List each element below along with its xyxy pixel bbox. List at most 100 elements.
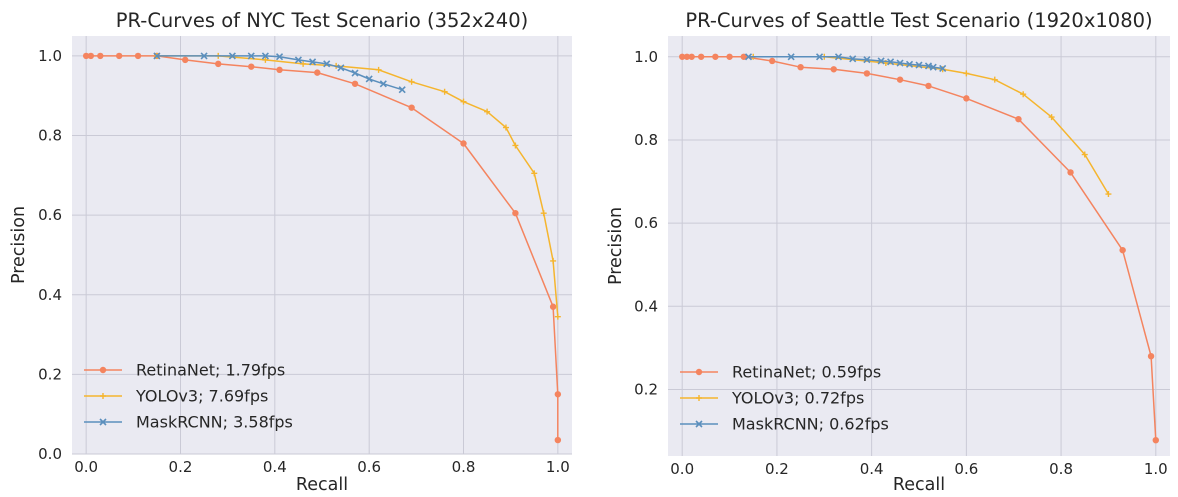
data-point: [153, 52, 161, 60]
data-point: [351, 80, 359, 87]
data-point: [215, 60, 222, 68]
data-point: [97, 52, 104, 60]
data-point: [679, 53, 686, 60]
legend-marker: [99, 366, 107, 374]
data-point: [276, 66, 283, 74]
legend-label: MaskRCNN; 0.62fps: [732, 415, 889, 434]
legend-label: RetinaNet; 1.79fps: [136, 361, 285, 380]
chart-panel-1: 0.0 0.2 0.4 0.6 0.8 1.0 0.0 0.2 0.4 0.6 0.8 1.0 PR-C…: [9, 9, 572, 495]
series-line: [753, 56, 1110, 195]
data-point: [512, 209, 519, 217]
data-point: [697, 53, 705, 60]
data-point: [379, 80, 387, 88]
series-line: [156, 55, 403, 91]
data-point: [896, 59, 904, 67]
data-point: [441, 88, 448, 95]
data-point: [991, 76, 998, 83]
legend-label: MaskRCNN; 3.58fps: [136, 413, 293, 432]
y-tick-label: 0.4: [38, 286, 62, 304]
legend: RetinaNet; 0.59fps YOLOv3; 0.72fps MaskRCN…: [680, 363, 889, 434]
data-point: [484, 108, 491, 115]
data-point: [550, 257, 557, 264]
legend-label: YOLOv3; 7.69fps: [135, 387, 268, 406]
x-tick-label: 0.0: [74, 458, 98, 476]
data-point: [744, 53, 753, 61]
data-point: [1015, 115, 1022, 123]
x-tick-label: 0.2: [765, 460, 789, 478]
data-point: [300, 60, 307, 67]
data-point: [375, 66, 382, 73]
data-point: [712, 53, 719, 60]
data-point: [512, 142, 519, 149]
y-tick-label: 0.4: [634, 297, 658, 315]
data-point: [531, 170, 538, 177]
data-point: [228, 52, 236, 60]
x-tick-label: 0.6: [954, 460, 978, 478]
y-tick-label: 0.8: [38, 127, 62, 145]
data-point: [683, 53, 691, 60]
data-point: [1105, 191, 1112, 198]
data-point: [134, 52, 142, 60]
x-tick-label: 0.8: [1049, 460, 1073, 478]
data-point: [849, 55, 857, 63]
data-point: [275, 53, 284, 61]
data-point: [768, 57, 776, 65]
data-point: [830, 66, 837, 73]
x-axis-label: Recall: [296, 475, 348, 495]
data-point: [540, 210, 547, 217]
data-point: [262, 56, 269, 63]
legend-marker: [695, 368, 703, 376]
y-tick-label: 1.0: [634, 48, 658, 66]
data-point: [815, 53, 824, 61]
data-point: [896, 76, 904, 83]
data-point: [929, 63, 937, 71]
data-point: [248, 63, 255, 70]
data-point: [939, 64, 947, 73]
data-point: [247, 52, 255, 60]
data-point: [797, 63, 804, 71]
data-point: [963, 95, 970, 102]
data-point: [740, 53, 747, 60]
data-point: [460, 140, 467, 147]
y-axis-label: Precision: [9, 206, 29, 284]
x-tick-label: 0.8: [452, 458, 476, 476]
chart-panel-2: 0.0 0.2 0.4 0.6 0.8 1.0 0.2 0.4 0.6 0.8 1.0 PR-Curv…: [606, 9, 1170, 495]
legend-marker: [695, 420, 703, 428]
data-point: [726, 53, 733, 60]
series-3: [153, 52, 406, 94]
data-point: [863, 70, 871, 77]
data-point: [398, 86, 406, 94]
x-tick-label: 0.4: [860, 460, 884, 478]
x-tick-label: 0.2: [169, 458, 193, 476]
data-point: [688, 53, 695, 60]
x-tick-label: 0.6: [357, 458, 381, 476]
data-point: [200, 52, 208, 60]
y-tick-label: 0.6: [634, 214, 658, 232]
x-tick-label: 0.4: [263, 458, 287, 476]
y-tick-label: 0.2: [634, 380, 658, 398]
y-tick-label: 0.8: [634, 131, 658, 149]
data-point: [408, 104, 415, 111]
x-tick-label: 1.0: [546, 458, 570, 476]
data-point: [549, 303, 557, 310]
series-1: [679, 53, 1159, 444]
legend-label: YOLOv3; 0.72fps: [731, 389, 864, 408]
data-point: [182, 56, 189, 64]
data-point: [1048, 114, 1055, 121]
data-point: [915, 61, 923, 69]
data-point: [309, 58, 317, 66]
x-axis-label: Recall: [893, 475, 945, 495]
chart-title: PR-Curves of NYC Test Scenario (352x240): [116, 9, 528, 32]
data-point: [963, 70, 970, 77]
legend-marker: [99, 418, 107, 426]
legend: RetinaNet; 1.79fps YOLOv3; 7.69fps MaskRCN…: [84, 361, 293, 432]
y-tick-label: 0.0: [38, 445, 62, 463]
data-point: [834, 53, 843, 61]
data-point: [877, 57, 885, 65]
data-point: [261, 52, 269, 60]
legend-marker: [100, 393, 106, 399]
series-line: [156, 55, 559, 317]
data-point: [351, 69, 359, 77]
legend-marker: [696, 395, 702, 401]
